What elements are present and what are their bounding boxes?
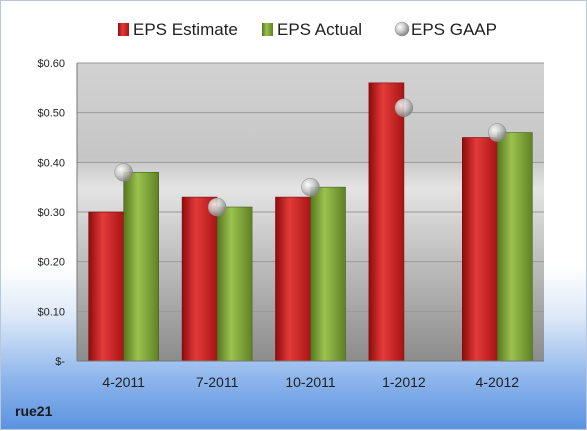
- y-tick-label: $0.50: [37, 108, 65, 120]
- eps-actual-bar: [310, 186, 346, 362]
- company-name: rue21: [15, 403, 53, 419]
- x-tick-label: 10-2011: [285, 374, 336, 390]
- eps-gaap-marker: [301, 177, 320, 197]
- eps-gaap-marker: [114, 163, 133, 182]
- eps-actual-bar: [123, 171, 159, 362]
- legend-swatch: [262, 23, 273, 36]
- y-tick-label: $0.40: [37, 157, 65, 169]
- legend-swatch: [118, 23, 129, 36]
- eps-gaap-marker: [488, 123, 507, 142]
- x-tick-label: 7-2011: [196, 374, 239, 390]
- eps-estimate-bar: [181, 196, 218, 362]
- y-tick-label: $0.60: [37, 58, 65, 70]
- eps-gaap-marker: [394, 98, 414, 117]
- eps-estimate-bar: [88, 211, 124, 362]
- legend-swatch: [394, 21, 410, 37]
- eps-actual-bar: [216, 206, 253, 362]
- x-tick-label: 1-2012: [382, 374, 426, 390]
- eps-estimate-bar: [275, 196, 311, 362]
- x-tick-label: 4-2012: [476, 374, 520, 390]
- eps-gaap-marker: [207, 197, 227, 217]
- y-tick-label: $0.30: [37, 207, 65, 219]
- legend-label: EPS Actual: [277, 20, 362, 39]
- legend: EPS Estimate EPS Actual EPS GAAP: [118, 20, 497, 39]
- eps-estimate-bar: [368, 82, 405, 362]
- y-tick-label: $0.10: [37, 306, 65, 318]
- gaap-markers: [114, 98, 507, 217]
- legend-label: EPS GAAP: [411, 20, 497, 39]
- eps-estimate-bar: [461, 137, 498, 362]
- x-tick-label: 4-2011: [102, 374, 145, 390]
- eps-actual-bar: [496, 132, 533, 362]
- legend-label: EPS Estimate: [133, 20, 238, 39]
- y-tick-label: $0.20: [37, 257, 65, 269]
- bars: [88, 82, 533, 362]
- y-tick-label: $-: [55, 356, 65, 368]
- axes: $- $0.10 $0.20 $0.30 $0.40 $0.50 $0.60 4-2011 7-…: [37, 58, 544, 390]
